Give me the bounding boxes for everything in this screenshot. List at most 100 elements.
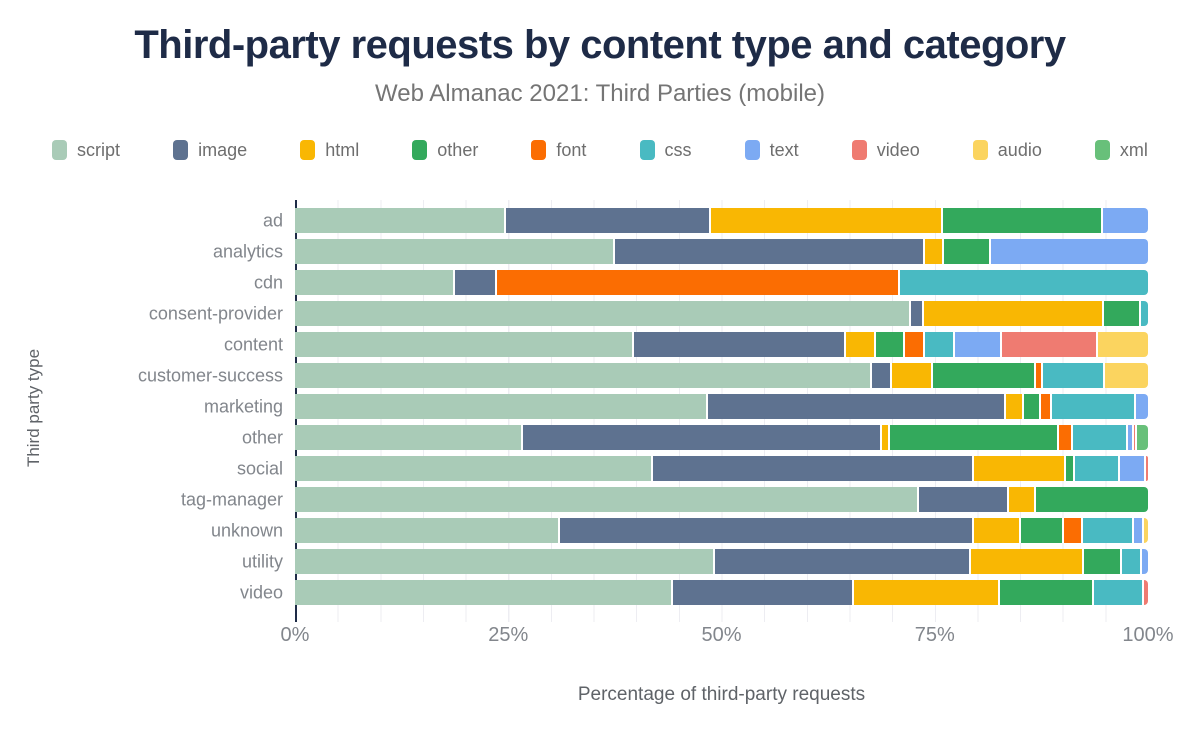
x-tick-100: 100% xyxy=(1122,624,1174,646)
bar-segment-consent-provider-html[interactable] xyxy=(923,301,1104,326)
bar-segment-video-html[interactable] xyxy=(853,580,1001,605)
bar-segment-other-css[interactable] xyxy=(1072,425,1129,450)
bar-segment-ad-text[interactable] xyxy=(1102,208,1148,233)
bar-segment-video-other[interactable] xyxy=(1000,580,1095,605)
bar-segment-other-other[interactable] xyxy=(890,425,1060,450)
bar-segment-other-xml[interactable] xyxy=(1136,425,1148,450)
legend-item-video[interactable]: video xyxy=(851,140,920,160)
legend-item-html[interactable]: html xyxy=(300,140,359,160)
legend-label: script xyxy=(77,140,121,160)
bar-segment-tag-manager-script[interactable] xyxy=(295,487,920,512)
bar-segment-other-video[interactable] xyxy=(1134,425,1137,450)
bar-segment-utility-image[interactable] xyxy=(714,549,972,574)
bar-segment-analytics-script[interactable] xyxy=(295,239,615,264)
bar-segment-cdn-css[interactable] xyxy=(899,270,1148,295)
bar-segment-marketing-css[interactable] xyxy=(1051,394,1137,419)
bar-segment-cdn-font[interactable] xyxy=(497,270,900,295)
bar-segment-utility-other[interactable] xyxy=(1084,549,1123,574)
bar-segment-content-image[interactable] xyxy=(633,332,847,357)
bar-segment-other-html[interactable] xyxy=(881,425,891,450)
bar-segment-content-text[interactable] xyxy=(955,332,1003,357)
y-axis-label-tag-manager: tag-manager xyxy=(180,489,283,509)
bar-segment-consent-provider-image[interactable] xyxy=(910,301,924,326)
bar-segment-social-video[interactable] xyxy=(1146,456,1148,481)
bar-segment-utility-css[interactable] xyxy=(1122,549,1142,574)
bar-segment-unknown-css[interactable] xyxy=(1083,518,1135,543)
legend-item-other[interactable]: other xyxy=(412,140,478,160)
bar-segment-ad-html[interactable] xyxy=(711,208,944,233)
bar-segment-content-video[interactable] xyxy=(1002,332,1099,357)
bar-segment-unknown-audio[interactable] xyxy=(1143,518,1148,543)
legend-label: text xyxy=(769,140,799,160)
legend-item-text[interactable]: text xyxy=(744,140,799,160)
bar-segment-social-text[interactable] xyxy=(1119,456,1147,481)
chart-row-consent-provider: consent-provider xyxy=(149,298,1148,329)
bar-segment-marketing-font[interactable] xyxy=(1041,394,1052,419)
bar-segment-content-html[interactable] xyxy=(846,332,876,357)
bar-segment-video-image[interactable] xyxy=(672,580,854,605)
bar-segment-social-image[interactable] xyxy=(653,456,974,481)
legend-item-font[interactable]: font xyxy=(531,140,586,160)
bar-segment-unknown-text[interactable] xyxy=(1134,518,1144,543)
bar-segment-utility-text[interactable] xyxy=(1142,549,1148,574)
bar-segment-customer-success-font[interactable] xyxy=(1036,363,1044,388)
bar-segment-unknown-other[interactable] xyxy=(1020,518,1065,543)
bar-segment-utility-script[interactable] xyxy=(295,549,715,574)
bar-segment-consent-provider-script[interactable] xyxy=(295,301,911,326)
bar-segment-marketing-script[interactable] xyxy=(295,394,708,419)
bar-segment-other-font[interactable] xyxy=(1059,425,1073,450)
bar-segment-marketing-text[interactable] xyxy=(1136,394,1148,419)
legend-item-xml[interactable]: xml xyxy=(1094,140,1148,160)
bar-segment-cdn-script[interactable] xyxy=(295,270,456,295)
bar-segment-unknown-image[interactable] xyxy=(560,518,974,543)
bar-segment-customer-success-css[interactable] xyxy=(1043,363,1106,388)
bar-segment-unknown-html[interactable] xyxy=(973,518,1021,543)
legend-item-script[interactable]: script xyxy=(52,140,120,160)
bar-segment-customer-success-html[interactable] xyxy=(892,363,934,388)
bar-segment-unknown-font[interactable] xyxy=(1064,518,1084,543)
bar-segment-unknown-script[interactable] xyxy=(295,518,561,543)
bar-segment-social-css[interactable] xyxy=(1075,456,1120,481)
bar-segment-customer-success-image[interactable] xyxy=(872,363,893,388)
bar-segment-content-css[interactable] xyxy=(925,332,956,357)
bar-segment-content-script[interactable] xyxy=(295,332,634,357)
legend-swatch-script xyxy=(52,140,67,160)
bar-segment-tag-manager-html[interactable] xyxy=(1008,487,1037,512)
legend-label: video xyxy=(876,140,920,160)
legend-item-audio[interactable]: audio xyxy=(972,140,1042,160)
bar-segment-social-html[interactable] xyxy=(973,456,1067,481)
bar-segment-other-image[interactable] xyxy=(522,425,882,450)
bar-segment-marketing-image[interactable] xyxy=(707,394,1007,419)
bar-segment-customer-success-other[interactable] xyxy=(933,363,1037,388)
bar-segment-content-audio[interactable] xyxy=(1098,332,1148,357)
bar-segment-customer-success-audio[interactable] xyxy=(1105,363,1148,388)
bar-segment-content-font[interactable] xyxy=(904,332,926,357)
bar-segment-consent-provider-css[interactable] xyxy=(1141,301,1148,326)
bar-segment-utility-html[interactable] xyxy=(971,549,1085,574)
bar-segment-tag-manager-image[interactable] xyxy=(919,487,1009,512)
bar-segment-social-script[interactable] xyxy=(295,456,654,481)
bar-segment-video-video[interactable] xyxy=(1143,580,1148,605)
bar-segment-ad-image[interactable] xyxy=(505,208,712,233)
bar-segment-marketing-html[interactable] xyxy=(1006,394,1025,419)
bar-segment-cdn-image[interactable] xyxy=(455,270,498,295)
chart-row-other: other xyxy=(242,422,1148,453)
bar-segment-ad-script[interactable] xyxy=(295,208,506,233)
bar-segment-analytics-html[interactable] xyxy=(924,239,945,264)
legend-item-image[interactable]: image xyxy=(173,140,247,160)
bar-segment-other-text[interactable] xyxy=(1128,425,1135,450)
bar-segment-other-script[interactable] xyxy=(295,425,523,450)
legend-item-css[interactable]: css xyxy=(639,140,692,160)
bar-segment-customer-success-script[interactable] xyxy=(295,363,873,388)
bar-segment-marketing-other[interactable] xyxy=(1024,394,1042,419)
bar-segment-ad-other[interactable] xyxy=(943,208,1103,233)
bar-segment-analytics-image[interactable] xyxy=(614,239,925,264)
bar-segment-content-other[interactable] xyxy=(875,332,905,357)
bar-segment-consent-provider-other[interactable] xyxy=(1103,301,1142,326)
bar-segment-analytics-text[interactable] xyxy=(991,239,1148,264)
bar-segment-video-css[interactable] xyxy=(1094,580,1144,605)
bar-segment-video-script[interactable] xyxy=(295,580,673,605)
bar-segment-tag-manager-other[interactable] xyxy=(1036,487,1148,512)
bar-segment-social-other[interactable] xyxy=(1066,456,1076,481)
bar-segment-analytics-other[interactable] xyxy=(944,239,992,264)
